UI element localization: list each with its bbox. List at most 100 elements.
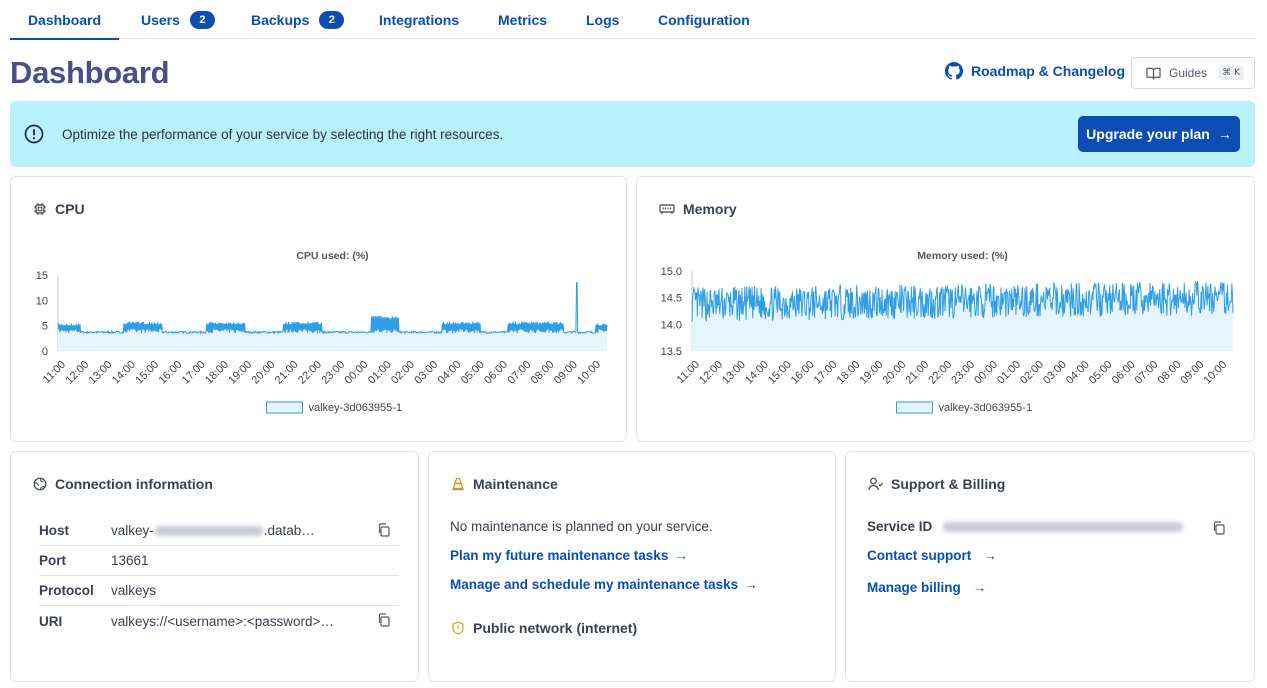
x-tick-label: 10:00: [1201, 359, 1229, 387]
manage-maintenance-link[interactable]: Manage and schedule my maintenance tasks…: [450, 577, 758, 592]
host-value: valkey- .datab…: [111, 523, 315, 538]
maintenance-status: No maintenance is planned on your servic…: [450, 519, 713, 534]
connection-row-protocol: Protocol valkeys: [39, 576, 399, 606]
x-tick-label: 12:00: [697, 359, 725, 387]
x-tick-label: 02:00: [1018, 359, 1046, 387]
x-tick-label: 16:00: [156, 359, 184, 387]
x-tick-label: 19:00: [858, 359, 886, 387]
y-tick-label: 14.5: [661, 293, 682, 305]
x-tick-label: 17:00: [812, 359, 840, 387]
x-tick-label: 06:00: [1110, 359, 1138, 387]
port-value: 13661: [111, 553, 149, 568]
tab-label: Metrics: [498, 11, 548, 28]
host-value-suffix: .datab…: [263, 523, 315, 538]
x-tick-label: 18:00: [835, 359, 863, 387]
legend-swatch: [896, 401, 933, 414]
guides-button[interactable]: Guides ⌘ K: [1131, 57, 1255, 89]
x-tick-label: 00:00: [343, 359, 371, 387]
redacted-text: [154, 526, 263, 537]
memory-title-text: Memory: [683, 201, 737, 217]
tab-backups[interactable]: Backups 2: [251, 0, 345, 39]
traffic-cone-icon: [452, 477, 464, 491]
tab-dashboard[interactable]: Dashboard: [10, 0, 119, 40]
x-tick-label: 15:00: [766, 359, 794, 387]
connection-row-port: Port 13661: [39, 546, 399, 576]
arrow-right-icon: →: [744, 577, 758, 592]
memory-module-icon: [659, 204, 675, 214]
tab-metrics[interactable]: Metrics: [498, 0, 547, 39]
uri-key: URI: [39, 613, 63, 629]
tab-configuration[interactable]: Configuration: [658, 0, 750, 39]
copy-icon[interactable]: [377, 523, 391, 537]
y-tick-label: 13.5: [661, 346, 682, 358]
roadmap-label: Roadmap & Changelog: [971, 63, 1126, 79]
x-tick-label: 14:00: [110, 359, 138, 387]
y-tick-label: 5: [42, 321, 48, 333]
x-tick-label: 09:00: [552, 359, 580, 387]
public-network-title: Public network (internet): [451, 620, 637, 636]
copy-icon[interactable]: [377, 613, 391, 627]
page-title: Dashboard: [10, 55, 170, 90]
chart-title: Memory used: (%): [917, 250, 1007, 262]
tab-users[interactable]: Users 2: [141, 0, 215, 39]
x-tick-label: 01:00: [995, 359, 1023, 387]
banner-text: Optimize the performance of your service…: [62, 126, 504, 142]
x-tick-label: 20:00: [880, 359, 908, 387]
host-key: Host: [39, 523, 69, 538]
x-tick-label: 14:00: [743, 359, 771, 387]
x-tick-label: 22:00: [926, 359, 954, 387]
x-tick-label: 22:00: [296, 359, 324, 387]
x-tick-label: 05:00: [1087, 359, 1115, 387]
plan-maintenance-link[interactable]: Plan my future maintenance tasks →: [450, 548, 688, 563]
x-tick-label: 04:00: [1064, 359, 1092, 387]
tab-label: Users: [141, 11, 180, 28]
x-tick-label: 11:00: [675, 359, 702, 386]
connection-card-title: Connection information: [33, 476, 213, 492]
cpu-chip-icon: [34, 203, 46, 215]
memory-card: Memory Memory used: (%) 13.5 14.0 14.5 15.0 1…: [636, 176, 1255, 442]
x-tick-label: 03:00: [1041, 359, 1069, 387]
cpu-title-text: CPU: [55, 201, 85, 217]
protocol-key: Protocol: [39, 583, 94, 598]
manage-billing-link[interactable]: Manage billing →: [867, 580, 986, 595]
tab-label: Logs: [586, 11, 620, 28]
upgrade-plan-button[interactable]: Upgrade your plan →: [1078, 116, 1240, 152]
manage-billing-label: Manage billing: [867, 580, 961, 595]
x-tick-label: 17:00: [180, 359, 208, 387]
cpu-card: CPU CPU used: (%) 0 5 10 15 11:00 12:00 13:00 14…: [10, 176, 627, 442]
series-line: [691, 280, 1234, 322]
x-tick-label: 18:00: [203, 359, 231, 387]
x-tick-label: 16:00: [789, 359, 817, 387]
tab-logs[interactable]: Logs: [586, 0, 619, 39]
x-tick-label: 01:00: [366, 359, 394, 387]
service-id-label: Service ID: [867, 519, 933, 534]
x-tick-label: 00:00: [972, 359, 1000, 387]
globe-network-icon: [33, 477, 47, 491]
roadmap-changelog-link[interactable]: Roadmap & Changelog: [945, 62, 1125, 80]
x-tick-label: 20:00: [250, 359, 278, 387]
x-tick-label: 08:00: [1156, 359, 1184, 387]
x-tick-label: 06:00: [482, 359, 510, 387]
maintenance-title-text: Maintenance: [473, 476, 558, 492]
user-support-icon: [868, 477, 883, 491]
upgrade-banner: Optimize the performance of your service…: [10, 101, 1255, 167]
y-tick-label: 14.0: [661, 319, 682, 331]
redacted-service-id: [943, 521, 1184, 532]
y-tick-label: 15: [36, 270, 48, 282]
plan-maintenance-label: Plan my future maintenance tasks: [450, 548, 669, 563]
x-tick-label: 13:00: [720, 359, 748, 387]
shield-icon: [452, 621, 464, 635]
contact-support-link[interactable]: Contact support →: [867, 548, 997, 563]
github-icon: [945, 62, 963, 80]
tab-integrations[interactable]: Integrations: [379, 0, 459, 39]
arrow-right-icon: →: [983, 548, 997, 563]
y-tick-label: 10: [36, 295, 48, 307]
x-tick-label: 19:00: [226, 359, 254, 387]
x-tick-label: 10:00: [575, 359, 603, 387]
guides-label: Guides: [1169, 66, 1208, 80]
x-tick-label: 23:00: [319, 359, 347, 387]
copy-icon[interactable]: [1212, 521, 1226, 535]
maintenance-card-title: Maintenance: [451, 476, 558, 492]
series-line: [57, 282, 608, 335]
tab-label: Dashboard: [27, 11, 102, 28]
